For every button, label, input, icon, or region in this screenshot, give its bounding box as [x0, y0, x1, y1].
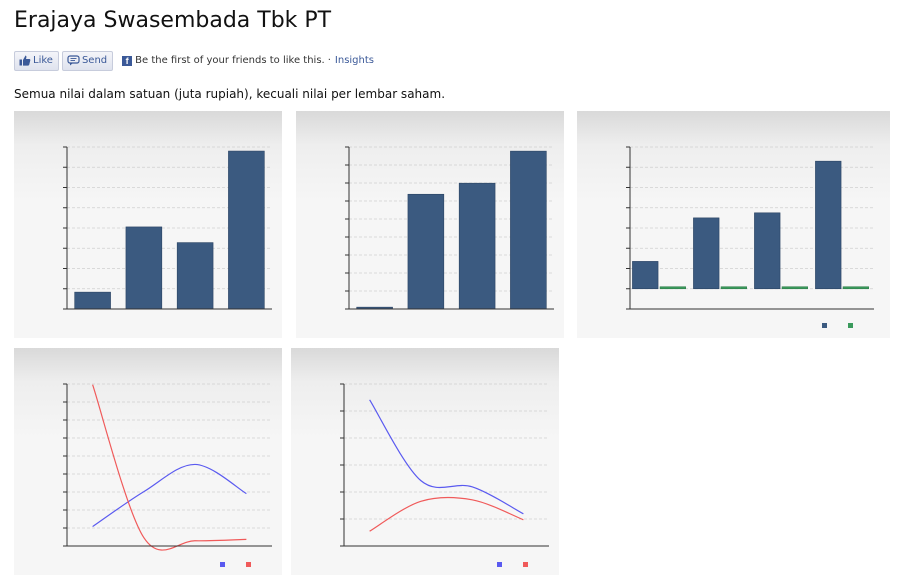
roe-roa-chart-panel — [291, 348, 559, 575]
ratio-chart-panel — [14, 348, 282, 575]
eps-bar — [815, 160, 842, 290]
dps-bar — [659, 286, 686, 290]
value-bar — [176, 242, 214, 310]
roe-line — [369, 399, 524, 515]
legend-swatch — [220, 562, 225, 567]
eps-dps-chart — [626, 146, 874, 328]
facebook-icon: f — [122, 55, 133, 66]
ratio-chart — [63, 383, 272, 567]
value-bar — [125, 226, 163, 310]
eps-dps-chart-panel — [577, 111, 890, 338]
like-label: Like — [33, 55, 53, 66]
revenue-chart — [63, 146, 272, 310]
legend-swatch — [246, 562, 251, 567]
dps-bar — [842, 286, 869, 290]
eps-bar — [632, 261, 659, 290]
eps-bar — [754, 212, 781, 290]
dps-bar — [720, 286, 747, 290]
send-icon — [67, 55, 80, 66]
der-line — [92, 384, 247, 551]
value-bar — [510, 150, 547, 310]
revenue-chart-panel — [14, 111, 282, 338]
friends-like-text: Be the first of your friends to like thi… — [135, 55, 325, 66]
net-income-chart-panel — [296, 111, 564, 338]
roe-roa-chart — [340, 383, 549, 567]
thumbs-up-icon — [19, 55, 31, 66]
send-button[interactable]: Send — [61, 50, 114, 71]
legend-swatch — [822, 323, 827, 328]
cr-line — [92, 463, 247, 528]
value-bar — [228, 150, 265, 310]
roa-line — [369, 496, 524, 532]
like-button[interactable]: Like — [14, 50, 59, 71]
legend-swatch — [497, 562, 502, 567]
page-title: Erajaya Swasembada Tbk PT — [14, 8, 332, 33]
separator-dot: · — [327, 55, 331, 66]
value-bar — [458, 182, 496, 310]
units-note: Semua nilai dalam satuan (juta rupiah), … — [14, 87, 446, 101]
net-income-chart — [345, 146, 554, 310]
send-label: Send — [81, 55, 108, 66]
insights-link[interactable]: Insights — [334, 55, 374, 66]
legend-swatch — [523, 562, 528, 567]
eps-bar — [693, 217, 720, 290]
legend-swatch — [848, 323, 853, 328]
value-bar — [407, 193, 445, 310]
value-bar — [74, 291, 111, 310]
dps-bar — [781, 286, 808, 290]
social-bar: Like Send f Be the first of your friends… — [14, 50, 374, 71]
